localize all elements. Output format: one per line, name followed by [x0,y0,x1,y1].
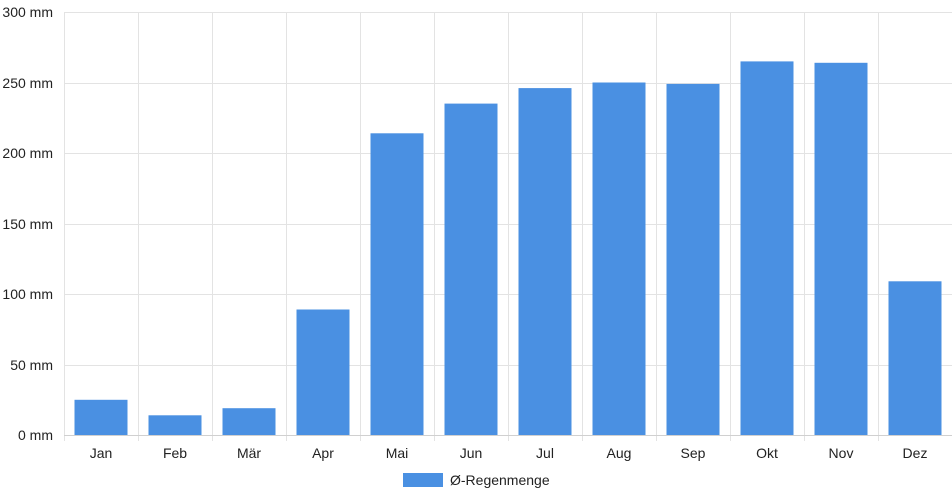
axes: 0 mm 50 mm 100 mm 150 mm 200 mm 250 mm 300 mm J… [2,4,952,461]
x-tick-label: Aug [607,445,632,461]
x-tick-label: Jul [536,445,554,461]
bar-jan [74,399,128,436]
x-tick-label: Mär [237,445,261,461]
x-tick-label: Apr [312,445,334,461]
x-tick-label: Jun [460,445,483,461]
grid-lines [64,12,952,441]
y-tick-label: 150 mm [2,216,53,232]
y-tick-label: 250 mm [2,75,53,91]
bar-sep [666,83,720,436]
x-tick-label: Jan [90,445,113,461]
bar-feb [148,415,202,435]
legend-swatch [403,473,443,487]
bar-dez [888,281,942,435]
bar-series [74,61,942,436]
legend: Ø-Regenmenge [403,472,550,488]
x-tick-label: Dez [903,445,928,461]
bar-jul [518,88,572,435]
y-tick-label: 100 mm [2,286,53,302]
bar-okt [740,61,794,436]
bar-mai [370,133,424,436]
legend-label: Ø-Regenmenge [450,472,550,488]
bar-jun [444,103,498,435]
x-tick-label: Nov [829,445,854,461]
x-tick-label: Okt [756,445,778,461]
x-tick-label: Mai [386,445,409,461]
y-tick-label: 0 mm [18,427,53,443]
y-tick-label: 200 mm [2,145,53,161]
bar-apr [296,309,350,435]
x-tick-label: Feb [163,445,187,461]
bar-mär [222,408,276,435]
x-tick-label: Sep [681,445,706,461]
bar-nov [814,62,868,436]
bar-aug [592,82,646,435]
y-tick-label: 300 mm [2,4,53,20]
y-tick-label: 50 mm [10,357,53,373]
